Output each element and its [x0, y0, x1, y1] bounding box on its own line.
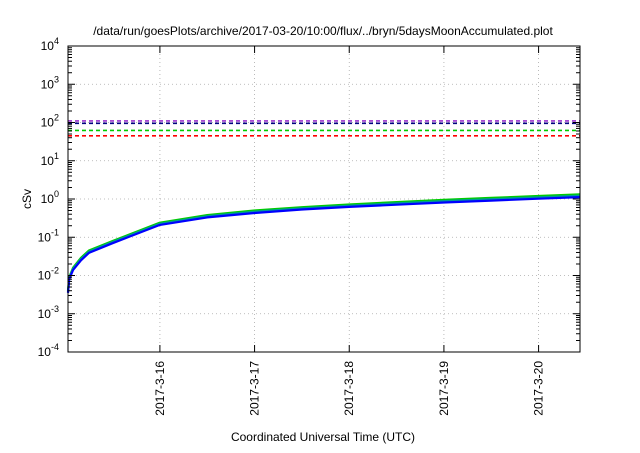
x-tick-label: 2017-3-18: [342, 361, 356, 416]
y-tick-label: 100: [41, 189, 59, 206]
x-tick-label: 2017-3-16: [153, 361, 167, 416]
chart-title: /data/run/goesPlots/archive/2017-03-20/1…: [93, 24, 553, 38]
y-tick-label: 104: [41, 36, 59, 53]
x-tick-label: 2017-3-20: [532, 361, 546, 416]
x-tick-label: 2017-3-17: [248, 361, 262, 416]
y-tick-label: 101: [41, 151, 59, 168]
y-tick-label: 103: [41, 74, 59, 91]
x-tick-label: 2017-3-19: [437, 361, 451, 416]
axes: 10-4 10-3 10-2 10-1 100 101 102 103 104 2017-3-16…: [38, 36, 580, 416]
y-axis-label: cSv: [20, 189, 34, 209]
series-line: [66, 194, 581, 293]
threshold-lines: [68, 120, 580, 137]
y-tick-label: 10-4: [38, 342, 59, 359]
series-line: [66, 196, 581, 293]
y-tick-label: 102: [41, 113, 59, 130]
x-axis-label: Coordinated Universal Time (UTC): [231, 430, 415, 444]
y-tick-label: 10-2: [38, 266, 59, 283]
y-tick-label: 10-3: [38, 304, 59, 321]
series-lines: [66, 193, 581, 293]
y-tick-label: 10-1: [38, 227, 59, 244]
